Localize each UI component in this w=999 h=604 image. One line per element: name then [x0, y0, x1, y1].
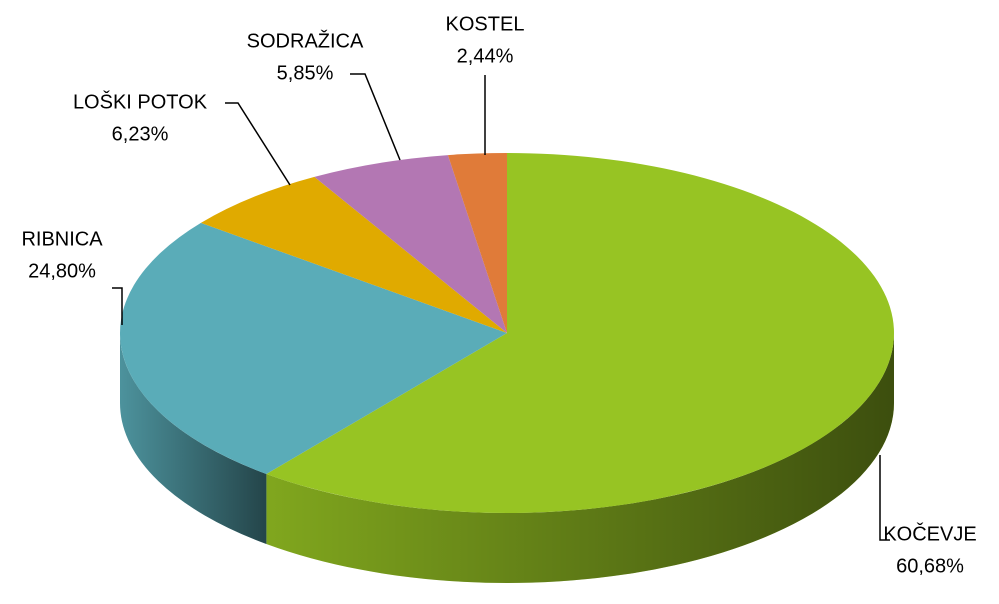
slice-side-shade	[266, 333, 894, 584]
slice	[119, 222, 508, 474]
leader-line	[112, 287, 123, 325]
slice-side-shade	[120, 333, 267, 544]
value-label: 60,68%	[896, 555, 964, 577]
slice	[447, 153, 507, 333]
slice-label: RIBNICA	[21, 228, 103, 250]
value-label: 6,23%	[112, 123, 169, 145]
value-label: 5,85%	[277, 62, 334, 84]
slice	[314, 155, 507, 333]
slice-label: LOŠKI POTOK	[73, 90, 208, 113]
pie	[119, 153, 895, 584]
leader-line	[879, 455, 890, 541]
leaders	[112, 73, 890, 541]
leader-line	[350, 73, 401, 161]
value-label: 2,44%	[457, 45, 514, 67]
leader-line	[225, 102, 291, 186]
slice	[200, 176, 508, 333]
slice	[266, 153, 895, 514]
slice-label: SODRAŽICA	[247, 29, 364, 52]
value-label: 24,80%	[28, 260, 96, 282]
slice-label: KOČEVJE	[883, 522, 976, 545]
labels: KOČEVJE 60,68% RIBNICA 24,80% LOŠKI POTOK 6,2…	[21, 13, 976, 577]
slice-label: KOSTEL	[446, 13, 525, 35]
